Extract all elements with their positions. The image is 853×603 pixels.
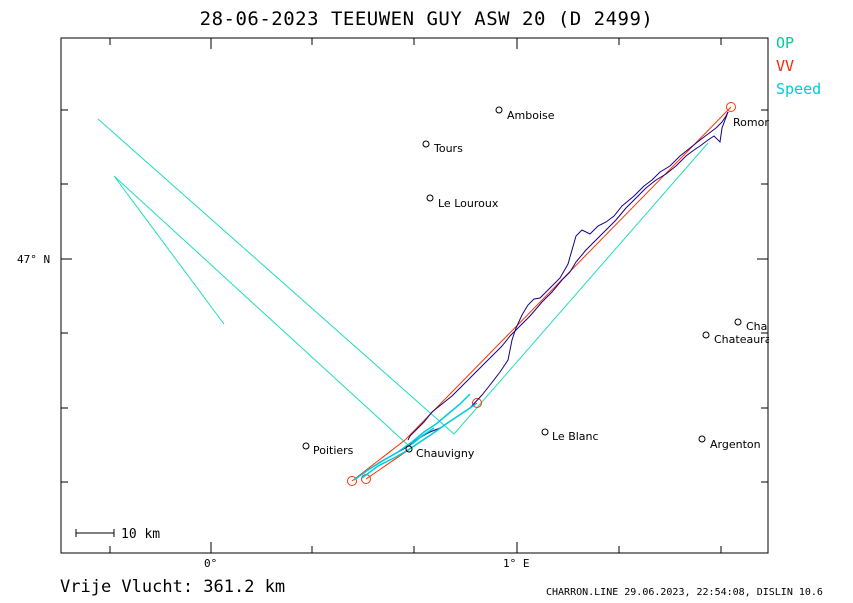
legend-vv: VV [776, 57, 795, 75]
city-label-cha: Cha [746, 320, 767, 333]
city-label-argenton: Argenton [710, 438, 761, 451]
city-marker-chateauroux [702, 331, 710, 339]
city-marker-tours [422, 140, 430, 148]
lat-label: 47° N [17, 253, 50, 266]
city-marker-chauvigny [405, 445, 413, 453]
scale-bar: 10 km [75, 527, 160, 542]
city-label-poitiers: Poitiers [313, 444, 354, 457]
city-label-le-blanc: Le Blanc [552, 430, 599, 443]
city-marker-amboise [495, 106, 503, 114]
city-marker-poitiers [302, 442, 310, 450]
frame-mask [769, 110, 853, 350]
lon-label-1: 1° E [503, 557, 530, 570]
speed-track [353, 393, 477, 481]
lon-label-0: 0° [204, 557, 217, 570]
op-task-lines [97, 118, 709, 446]
city-label-chateaura: Chateaura [714, 333, 771, 346]
legend-op: OP [776, 34, 795, 52]
legend-speed: Speed [776, 80, 822, 98]
city-marker-le-louroux [426, 194, 434, 202]
distance-text: Vrije Vlucht: 361.2 km [60, 577, 286, 597]
city-label-romor: Romor [733, 116, 769, 129]
map-frame [60, 37, 769, 554]
city-marker-argenton [698, 435, 706, 443]
city-label-tours: Tours [433, 142, 463, 155]
axis-ticks [61, 38, 768, 553]
city-marker-le-blanc [541, 428, 549, 436]
city-markers [302, 106, 742, 453]
chart-title: 28-06-2023 TEEUWEN GUY ASW 20 (D 2499) [199, 8, 654, 30]
city-label-chauvigny: Chauvigny [416, 447, 475, 460]
city-label-amboise: Amboise [507, 109, 555, 122]
credit-text: CHARRON.LINE 29.06.2023, 22:54:08, DISLI… [546, 587, 823, 598]
city-marker-cha [734, 318, 742, 326]
scale-bar-label: 10 km [121, 527, 160, 542]
city-label-le-louroux: Le Louroux [438, 197, 499, 210]
vv-lines [347, 102, 736, 486]
